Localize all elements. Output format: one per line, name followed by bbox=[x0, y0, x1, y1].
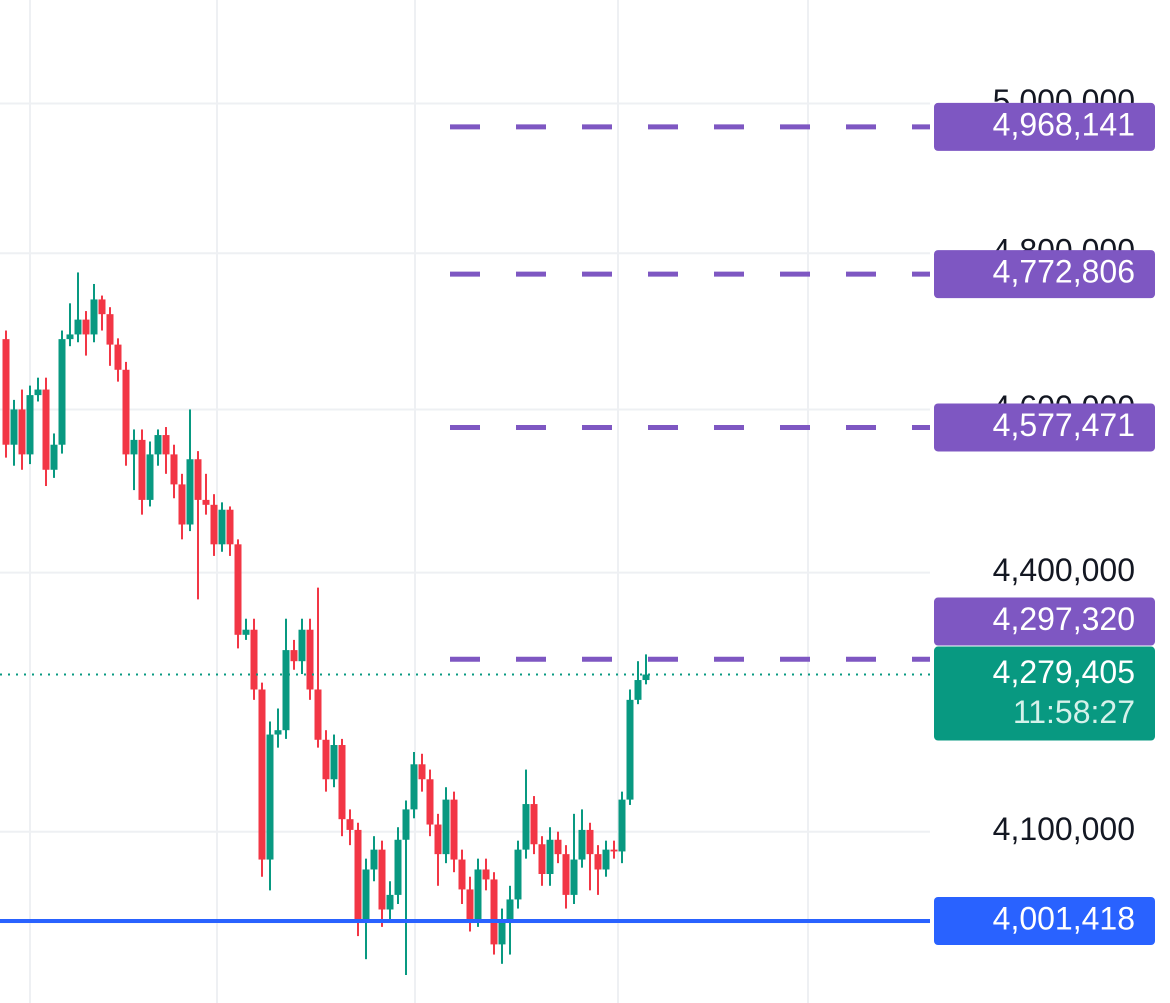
candle-body bbox=[442, 799, 450, 855]
candle-body bbox=[386, 894, 394, 910]
candle-body bbox=[66, 334, 74, 340]
candle-body bbox=[82, 319, 90, 335]
candle-body bbox=[594, 854, 602, 870]
candle-body bbox=[330, 745, 338, 780]
candle-body bbox=[2, 339, 10, 445]
candle-body bbox=[154, 435, 162, 455]
candle-body bbox=[170, 454, 178, 485]
candle-body bbox=[338, 745, 346, 820]
candle-body bbox=[618, 799, 626, 852]
candle-body bbox=[402, 809, 410, 840]
candle-body bbox=[458, 859, 466, 890]
candle-body bbox=[362, 869, 370, 920]
y-tick-label: 4,100,000 bbox=[993, 811, 1135, 847]
candle-body bbox=[370, 849, 378, 870]
candle-body bbox=[506, 899, 514, 920]
candle-body bbox=[450, 799, 458, 860]
candle-body bbox=[138, 439, 146, 500]
candle-body bbox=[50, 444, 58, 470]
candle-body bbox=[250, 629, 258, 690]
level-label: 4,001,418 bbox=[993, 900, 1135, 936]
candle-body bbox=[242, 629, 250, 635]
candle-body bbox=[98, 299, 106, 315]
candle-body bbox=[210, 504, 218, 545]
candle-body bbox=[202, 499, 210, 505]
candle-body bbox=[602, 849, 610, 870]
current-price-badge bbox=[934, 646, 1155, 741]
candle-body bbox=[466, 889, 474, 920]
candle-body bbox=[122, 369, 130, 455]
candle-body bbox=[346, 819, 354, 830]
candle-body bbox=[290, 650, 298, 662]
candle-body bbox=[522, 804, 530, 850]
candle-body bbox=[354, 829, 362, 920]
candle-body bbox=[146, 454, 154, 500]
candle-body bbox=[42, 389, 50, 470]
candle-body bbox=[570, 859, 578, 895]
level-label: 4,772,806 bbox=[993, 254, 1135, 290]
candle-body bbox=[434, 824, 442, 855]
candle-body bbox=[498, 919, 506, 945]
candle-body bbox=[554, 839, 562, 855]
candle-body bbox=[10, 409, 18, 445]
level-badge bbox=[934, 597, 1155, 646]
candle-body bbox=[106, 314, 114, 345]
candle-body bbox=[34, 389, 42, 396]
candle-body bbox=[282, 650, 290, 731]
candle-body bbox=[586, 829, 594, 855]
level-badge bbox=[934, 897, 1155, 946]
candle-body bbox=[378, 849, 386, 910]
candle-body bbox=[546, 839, 554, 875]
countdown-label: 11:58:27 bbox=[1013, 694, 1135, 730]
candle-body bbox=[178, 484, 186, 525]
level-badge bbox=[934, 250, 1155, 299]
vertical-grid bbox=[29, 0, 809, 1003]
candle-body bbox=[394, 839, 402, 895]
candle-body bbox=[74, 319, 82, 335]
candle-body bbox=[234, 544, 242, 635]
candle-body bbox=[418, 764, 426, 780]
candle-body bbox=[410, 764, 418, 810]
candle-body bbox=[26, 395, 34, 455]
candle-body bbox=[218, 509, 226, 545]
candle-body bbox=[258, 689, 266, 860]
candle-body bbox=[530, 804, 538, 845]
candle-body bbox=[274, 730, 282, 735]
candle-body bbox=[266, 734, 274, 860]
candle-body bbox=[298, 629, 306, 662]
candle-body bbox=[610, 849, 618, 852]
level-badge bbox=[934, 102, 1155, 151]
level-badge bbox=[934, 403, 1155, 452]
y-tick-label: 4,400,000 bbox=[993, 552, 1135, 588]
level-label: 4,577,471 bbox=[993, 407, 1135, 443]
candle-body bbox=[490, 879, 498, 945]
level-label: 4,968,141 bbox=[993, 106, 1135, 142]
level-label: 4,297,320 bbox=[993, 601, 1135, 637]
candle-body bbox=[634, 680, 642, 700]
candle-body bbox=[186, 459, 194, 525]
candle-body bbox=[322, 739, 330, 780]
candle-body bbox=[194, 459, 202, 500]
current-price-label: 4,279,405 bbox=[993, 654, 1135, 690]
candle-body bbox=[514, 849, 522, 900]
candle-body bbox=[642, 674, 650, 681]
candle-body bbox=[474, 869, 482, 920]
candle-body bbox=[538, 844, 546, 875]
candle-body bbox=[314, 689, 322, 740]
candle-body bbox=[162, 435, 170, 455]
candle-body bbox=[58, 339, 66, 445]
candle-body bbox=[90, 299, 98, 335]
candle-body bbox=[578, 829, 586, 860]
candle-body bbox=[482, 869, 490, 880]
candle-body bbox=[226, 509, 234, 545]
candle-body bbox=[114, 344, 122, 370]
candle-body bbox=[306, 629, 314, 690]
candle-body bbox=[130, 439, 138, 455]
candle-body bbox=[626, 699, 634, 800]
candle-body bbox=[18, 409, 26, 455]
candle-body bbox=[426, 779, 434, 825]
candle-body bbox=[562, 854, 570, 895]
